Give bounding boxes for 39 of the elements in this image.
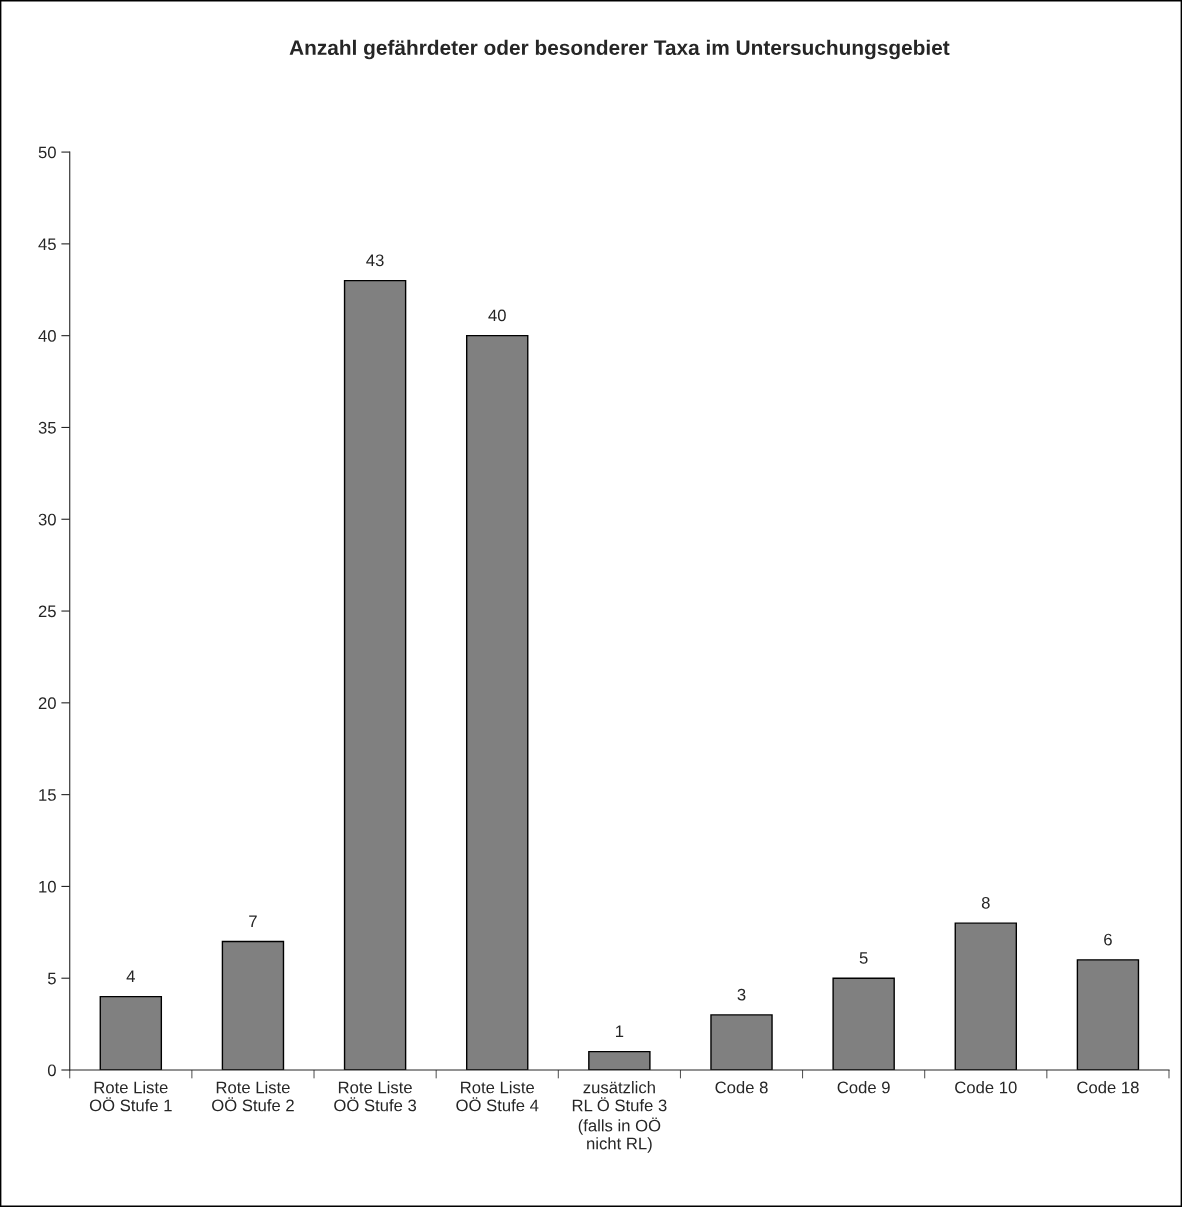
y-tick-label: 5 — [47, 972, 56, 985]
y-tick-label: 20 — [38, 697, 56, 710]
y-tick-label: 40 — [38, 330, 56, 342]
data-label: 43 — [366, 254, 384, 267]
y-tick-label: 25 — [38, 605, 56, 618]
bar — [832, 977, 895, 1071]
bar — [1076, 959, 1140, 1071]
y-tick-label: 35 — [38, 421, 56, 434]
x-tick-label: Code 10 — [955, 1081, 1017, 1094]
x-tick-label: Rote Liste OÖ Stufe 3 — [334, 1081, 417, 1112]
x-tick-label: Code 18 — [1077, 1081, 1139, 1094]
y-tick-label: 15 — [39, 789, 56, 801]
x-tick-label: Code 8 — [715, 1081, 768, 1094]
y-tick-label: 10 — [39, 880, 56, 893]
data-label: 7 — [249, 915, 257, 927]
bar — [465, 334, 529, 1071]
data-label: 8 — [981, 896, 990, 909]
bar — [221, 940, 285, 1071]
y-tick-label: 0 — [47, 1064, 56, 1077]
data-label: 40 — [488, 309, 506, 322]
bar — [99, 995, 163, 1071]
data-label: 5 — [859, 952, 868, 964]
x-tick-label: zusätzlich RL Ö Stufe 3 (falls in OÖ nicht RL) — [572, 1081, 667, 1153]
chart-title: Anzahl gefährdeter oder besonderer Taxa im Untersuchungsgebiet — [289, 39, 950, 60]
x-tick-label: Code 9 — [837, 1081, 890, 1094]
y-tick-label: 45 — [38, 238, 56, 251]
x-tick-label: Rote Liste OÖ Stufe 4 — [456, 1081, 539, 1112]
x-tick-label: Rote Liste OÖ Stufe 1 — [89, 1081, 172, 1112]
y-tick-label: 50 — [38, 146, 56, 159]
data-label: 6 — [1104, 933, 1112, 946]
x-tick-label: Rote Liste OÖ Stufe 2 — [212, 1081, 294, 1112]
data-label: 4 — [126, 970, 135, 982]
bar — [343, 279, 407, 1071]
bar — [588, 1050, 651, 1071]
bar — [710, 1014, 773, 1071]
data-label: 1 — [616, 1025, 624, 1038]
bar — [954, 922, 1018, 1071]
y-tick-label: 30 — [38, 513, 56, 526]
data-label: 3 — [737, 988, 746, 1001]
